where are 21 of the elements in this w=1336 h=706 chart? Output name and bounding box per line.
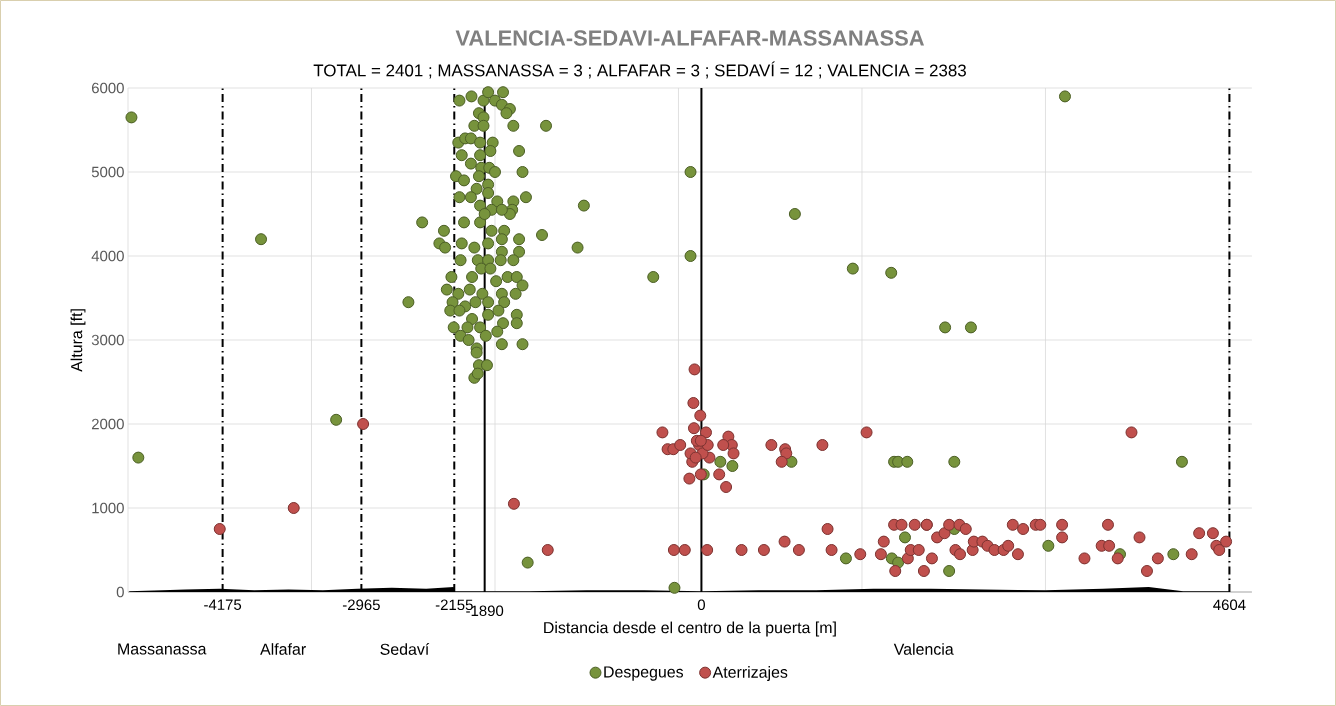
x-axis-title: Distancia desde el centro de la puerta [m]: [544, 621, 836, 637]
ref-line-label: 4604: [1213, 599, 1246, 611]
y-tick-label: 3000: [91, 334, 124, 346]
chart-title: VALENCIA-SEDAVI-ALFAFAR-MASSANASSA: [455, 30, 925, 46]
legend-label: Despegues: [604, 666, 684, 681]
ref-line-label: -4175: [204, 599, 242, 610]
y-tick-label: 4000: [91, 250, 124, 262]
chart-subtitle: TOTAL = 2401 ; MASSANASSA = 3 ; ALFAFAR = 3 ; SEDAVÍ = 12 ; VALENCIA = 2383: [313, 61, 966, 79]
y-tick-label: 6000: [92, 82, 124, 94]
ref-line-label: -2965: [342, 599, 380, 611]
legend-label: Aterrizajes: [712, 666, 788, 681]
ref-line-label: 0: [697, 599, 705, 611]
text: Massanassa: [118, 643, 207, 655]
y-tick-label: 1000: [92, 502, 124, 514]
y-tick-label: 2000: [91, 418, 124, 430]
text: Alfafar: [260, 643, 306, 655]
y-tick-label: 0: [116, 586, 124, 598]
text: Valencia: [893, 643, 954, 655]
y-axis-title: Altura [ft]: [70, 309, 86, 372]
text: Sedaví: [380, 643, 430, 655]
y-tick-label: 5000: [91, 166, 124, 178]
